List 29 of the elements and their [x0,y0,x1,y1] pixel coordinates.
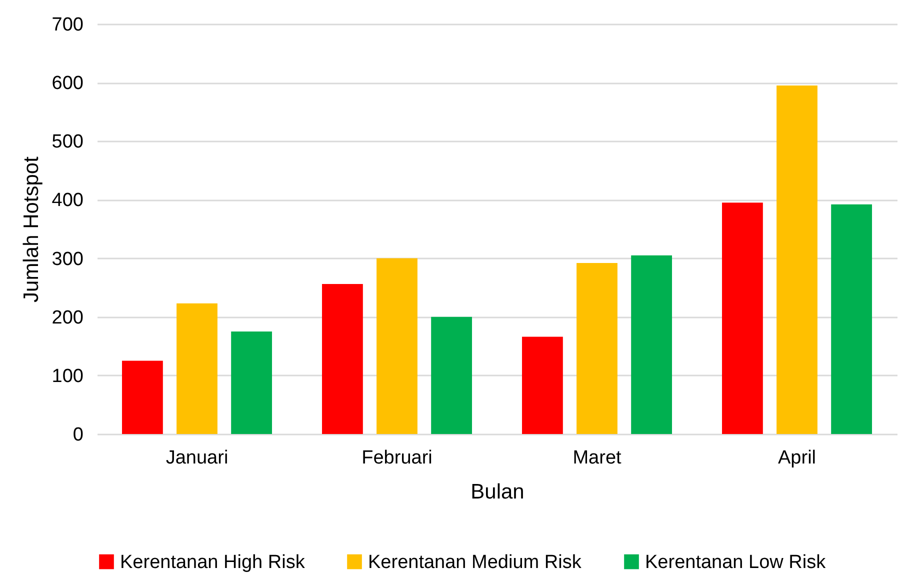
y-tick-label: 100 [52,366,84,387]
bar [631,255,672,434]
bar [831,204,872,434]
legend-label: Kerentanan Medium Risk [368,552,582,573]
bar [122,360,163,434]
y-tick-label: 200 [52,307,84,328]
bar [376,258,418,434]
legend-label: Kerentanan Low Risk [645,552,826,573]
x-axis-title: Bulan [470,480,524,504]
bar [176,303,218,434]
bar [722,202,763,434]
x-tick-label: Maret [572,448,622,468]
x-tick-label: Januari [166,448,228,468]
bar [576,262,618,434]
y-tick-label: 0 [72,424,84,446]
y-tick-label: 300 [52,248,84,270]
y-tick-label: 500 [52,132,84,153]
bar [522,336,563,434]
y-tick-label: 700 [52,14,84,36]
bar [231,332,272,434]
x-tick-label: April [778,448,816,468]
bar [431,316,472,434]
y-tick-label: 400 [52,190,84,212]
bar [322,284,363,434]
x-tick-label: Februari [362,448,432,468]
y-tick-label: 600 [52,73,84,94]
bar [776,86,818,434]
legend-label: Kerentanan High Risk [120,552,306,573]
y-axis-title: Jumlah Hotspot [20,156,43,302]
